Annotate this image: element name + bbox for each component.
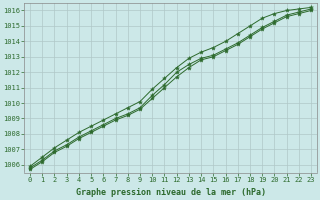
X-axis label: Graphe pression niveau de la mer (hPa): Graphe pression niveau de la mer (hPa) [76,188,266,197]
